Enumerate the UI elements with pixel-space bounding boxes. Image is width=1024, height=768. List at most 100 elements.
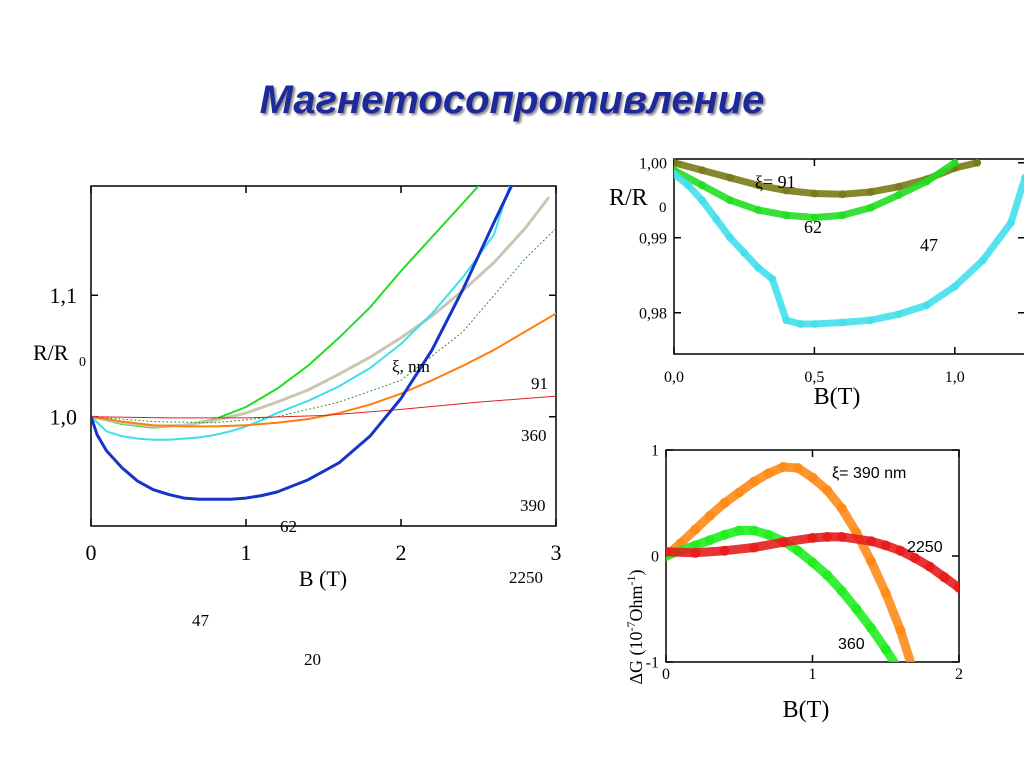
series-point-1-9 <box>922 177 931 186</box>
inset-bottom-annot-360: 360 <box>838 636 865 653</box>
series-point-2-6 <box>754 263 763 272</box>
series-point-0-2 <box>690 524 701 535</box>
series-point-0-3 <box>754 181 763 190</box>
inset-top-annot-47: 47 <box>920 235 938 255</box>
inset-top-y-axis-label-sub: 0 <box>659 200 667 216</box>
x-tick-label: 1 <box>809 666 817 683</box>
x-tick-label: 0 <box>662 666 670 683</box>
series-point-0-11 <box>822 485 833 496</box>
series-point-0-17 <box>907 662 917 672</box>
series-point-2-14 <box>954 582 959 593</box>
main-y-axis-label: R/R <box>33 340 69 365</box>
inset-top-x-axis-label: B(T) <box>814 384 861 410</box>
plot-frame-rect <box>90 185 557 527</box>
series-point-2-17 <box>1007 218 1015 227</box>
inset-top-annot-62: 62 <box>804 217 822 237</box>
series-point-2-12 <box>924 561 935 572</box>
series-point-0-7 <box>763 468 774 479</box>
series-point-2-7 <box>836 531 847 542</box>
series-point-0-12 <box>836 503 847 514</box>
x-tick-label: 0,0 <box>664 369 684 386</box>
series-line-390 <box>91 312 556 428</box>
inset-top-plot-frame: 0,0 0,5 1,0 0,98 0,99 1,00 <box>639 155 1024 386</box>
series-point-2-11 <box>838 318 847 327</box>
inset-low-field-chart: 0,0 0,5 1,0 0,98 0,99 1,00 R/R 0 B(T) ξ= 91 6… <box>609 155 1024 410</box>
main-plot-frame: 0 1 2 3 1,0 1,1 <box>50 185 562 565</box>
series-point-2-0 <box>666 546 671 557</box>
series-point-2-16 <box>979 256 987 265</box>
series-point-0-4 <box>719 498 730 508</box>
series-point-1-12 <box>836 586 847 596</box>
inset-bottom-y-label-part1: ΔG (10 <box>626 631 647 684</box>
series-point-2-4 <box>726 233 735 242</box>
main-annot-91: 91 <box>531 374 548 393</box>
series-point-1-11 <box>822 570 833 581</box>
series-point-0-15 <box>880 588 891 599</box>
series-point-1-4 <box>782 211 791 220</box>
inset-top-series-points <box>674 159 1024 328</box>
series-point-1-13 <box>851 604 862 614</box>
inset-bottom-annot-2250: 2250 <box>907 539 943 556</box>
main-magnetoresistance-chart: 0 1 2 3 1,0 1,1 R/R 0 B (T) ξ, nm 62 91 360 3… <box>33 185 562 669</box>
series-point-0-8 <box>778 462 789 472</box>
series-point-2-6 <box>822 531 833 542</box>
x-tick-label: 3 <box>551 540 562 565</box>
series-point-1-3 <box>705 535 715 546</box>
series-line-2250 <box>91 395 556 419</box>
main-annot-47: 47 <box>192 611 210 630</box>
series-point-1-3 <box>754 206 763 214</box>
series-point-0-0 <box>674 159 678 167</box>
inset-bottom-annot-390: ξ= 390 nm <box>832 465 906 482</box>
inset-bottom-series-points <box>666 462 959 672</box>
series-point-2-3 <box>748 542 759 553</box>
series-point-2-5 <box>807 533 818 543</box>
series-point-1-2 <box>726 196 735 205</box>
series-point-0-5 <box>810 189 819 198</box>
series-point-0-16 <box>895 625 906 636</box>
series-point-2-1 <box>690 547 701 558</box>
inset-top-annot-91: ξ= 91 <box>755 172 796 192</box>
series-point-0-7 <box>866 188 875 196</box>
series-point-0-5 <box>734 487 745 498</box>
inset-conductance-chart: 0 1 2-101 ΔG (10-7Ohm-1) B(T) ξ= 390 nm 22… <box>624 443 963 723</box>
series-point-0-2 <box>726 173 735 182</box>
series-point-2-18 <box>1021 174 1024 182</box>
series-point-1-4 <box>719 529 730 540</box>
series-point-2-8 <box>866 536 877 547</box>
series-point-0-14 <box>866 556 877 567</box>
inset-bottom-y-label-sup2: -1 <box>624 575 638 585</box>
main-annot-20: 20 <box>304 650 321 669</box>
series-point-0-6 <box>748 476 759 487</box>
series-point-2-3 <box>712 215 720 223</box>
series-point-2-10 <box>895 545 906 556</box>
series-point-0-6 <box>838 190 847 199</box>
y-tick-label: 0,99 <box>639 230 667 247</box>
series-point-1-6 <box>838 211 847 220</box>
inset-bottom-y-label-end: ) <box>626 569 647 575</box>
inset-top-y-axis-label: R/R <box>609 185 648 211</box>
series-point-1-1 <box>698 181 706 190</box>
series-point-2-8 <box>782 316 791 325</box>
series-point-2-1 <box>684 181 692 190</box>
series-point-2-10 <box>810 320 819 328</box>
series-line-20 <box>91 186 514 501</box>
y-tick-label: -1 <box>646 655 659 672</box>
series-point-2-2 <box>719 545 730 556</box>
x-tick-label: 1,0 <box>945 369 965 386</box>
series-point-2-7 <box>768 275 777 283</box>
series-point-2-14 <box>922 301 931 310</box>
series-point-2-11 <box>910 553 920 564</box>
series-point-1-2 <box>690 540 701 551</box>
series-point-1-7 <box>763 529 774 540</box>
main-x-axis-label: B (T) <box>299 566 347 591</box>
slide-title: Магнетосопротивление <box>259 78 765 122</box>
inset-bottom-y-label-part2: Ohm <box>626 585 646 621</box>
x-tick-label: 1 <box>241 540 252 565</box>
series-point-0-1 <box>698 166 706 175</box>
series-point-0-8 <box>894 182 903 191</box>
series-point-1-5 <box>810 213 819 222</box>
series-point-2-13 <box>939 572 950 583</box>
series-point-0-3 <box>705 510 715 521</box>
y-tick-label: 1 <box>651 443 659 460</box>
y-tick-label: 1,00 <box>639 155 667 172</box>
